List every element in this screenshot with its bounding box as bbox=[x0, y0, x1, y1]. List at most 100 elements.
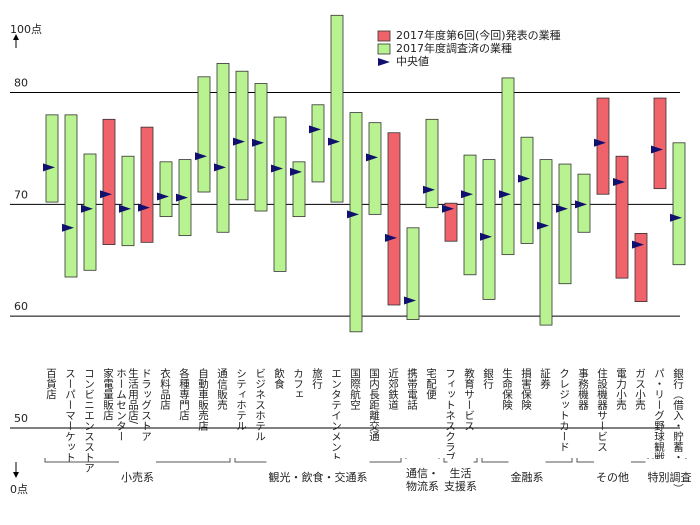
median-marker bbox=[442, 204, 454, 213]
range-bar bbox=[121, 155, 135, 247]
x-tick-label: 近郊鉄道 bbox=[387, 367, 399, 410]
x-tick-label: 生活用品店/ bbox=[127, 367, 139, 424]
range-bar bbox=[311, 104, 325, 183]
range-bar bbox=[406, 227, 420, 320]
legend-label: 中央値 bbox=[396, 55, 429, 68]
range-bar bbox=[349, 112, 363, 333]
range-bar bbox=[83, 153, 97, 271]
range-bar bbox=[672, 142, 686, 266]
range-bar bbox=[197, 76, 211, 193]
median-marker bbox=[43, 163, 55, 172]
median-marker bbox=[233, 137, 245, 146]
median-marker bbox=[62, 223, 74, 232]
x-tick-label: 国際航空 bbox=[349, 368, 361, 410]
group-label: 特別調査 bbox=[648, 470, 692, 484]
range-bar bbox=[482, 159, 496, 300]
median-marker bbox=[328, 137, 340, 146]
group-label: 物流系 bbox=[406, 479, 439, 493]
median-marker bbox=[480, 232, 492, 241]
median-marker bbox=[271, 164, 283, 173]
x-tick-label: 生命保険 bbox=[501, 367, 513, 411]
range-bar bbox=[634, 232, 648, 303]
x-tick-label: ホームセンター bbox=[115, 368, 127, 442]
x-tick-label: 国内長距離交通 bbox=[368, 368, 380, 442]
y-top-label: 100点 bbox=[10, 23, 42, 36]
range-bar bbox=[520, 136, 534, 244]
x-tick-label: 衣料品店 bbox=[159, 367, 171, 411]
range-bar bbox=[368, 122, 382, 215]
x-tick-label: 事務機器 bbox=[577, 367, 589, 411]
x-tick-label: ドラッグストア bbox=[140, 368, 152, 442]
range-bar bbox=[615, 155, 629, 279]
y-bottom-label: 0点 bbox=[10, 483, 28, 496]
legend-label: 2017年度第6回(今回)発表の業種 bbox=[396, 28, 561, 42]
x-tick-label: エンタテインメント bbox=[330, 368, 342, 463]
median-marker bbox=[309, 125, 321, 134]
axis-arrow-head bbox=[13, 472, 19, 478]
median-marker bbox=[404, 296, 416, 305]
median-marker bbox=[252, 138, 264, 147]
range-bar bbox=[102, 118, 116, 245]
x-tick-label: コンビニエンスストア bbox=[83, 368, 95, 473]
x-tick-label: カフェ bbox=[292, 368, 304, 400]
legend-swatch bbox=[377, 43, 391, 55]
median-marker bbox=[138, 203, 150, 212]
median-marker bbox=[119, 204, 131, 213]
y-tick-label: 80 bbox=[14, 76, 28, 89]
range-bar bbox=[501, 77, 515, 256]
group-label: 観光・飲食・交通系 bbox=[269, 470, 368, 484]
group-label-bg bbox=[508, 459, 546, 484]
range-bar bbox=[463, 154, 477, 276]
median-marker bbox=[423, 185, 435, 194]
group-label: 通信・ bbox=[406, 467, 439, 480]
group-label-bg bbox=[594, 459, 631, 484]
median-marker bbox=[81, 204, 93, 213]
x-tick-label: シティホテル bbox=[235, 368, 247, 431]
group-label-bg bbox=[119, 459, 156, 484]
x-tick-label: 証券 bbox=[539, 367, 551, 390]
median-marker bbox=[499, 190, 511, 199]
x-tick-label: 家電量販店 bbox=[102, 367, 114, 421]
x-tick-label: 旅行 bbox=[311, 367, 323, 390]
median-marker bbox=[100, 190, 112, 199]
median-marker bbox=[632, 240, 644, 249]
median-marker bbox=[537, 221, 549, 230]
range-bar bbox=[45, 114, 59, 203]
x-tick-label: ビジネスホテル bbox=[254, 368, 266, 442]
group-label-bg bbox=[266, 459, 370, 484]
legend-swatch bbox=[378, 58, 390, 66]
median-marker bbox=[594, 138, 606, 147]
range-bar bbox=[140, 126, 154, 243]
x-tick-label: 損害保険 bbox=[520, 367, 532, 411]
x-tick-label: スーパーマーケット bbox=[64, 368, 76, 463]
x-tick-label: 各種専門店 bbox=[178, 367, 190, 421]
group-label-bg bbox=[645, 459, 694, 484]
median-marker bbox=[575, 200, 587, 209]
legend-swatch bbox=[377, 30, 391, 42]
x-tick-label: クレジットカード bbox=[558, 368, 570, 452]
median-marker bbox=[195, 152, 207, 161]
y-tick-label: 50 bbox=[14, 412, 28, 425]
median-marker bbox=[176, 193, 188, 202]
range-bar bbox=[273, 116, 287, 272]
group-label-bg bbox=[404, 479, 441, 493]
x-tick-label: 電力小売 bbox=[615, 368, 627, 410]
legend-label: 2017年度調査済の業種 bbox=[396, 41, 512, 55]
range-bar bbox=[330, 14, 344, 203]
range-bar bbox=[254, 83, 268, 212]
axis-arrow-head bbox=[13, 34, 19, 40]
median-marker bbox=[670, 213, 682, 222]
median-marker bbox=[518, 174, 530, 183]
group-label-bg bbox=[404, 459, 441, 480]
x-tick-label: フィットネスクラブ bbox=[444, 368, 456, 463]
group-label: 生活 bbox=[450, 466, 472, 480]
group-label-bg bbox=[442, 479, 479, 493]
x-tick-label: ガス小売 bbox=[634, 368, 646, 410]
x-tick-label: 飲食 bbox=[273, 367, 285, 390]
x-tick-label: 通信販売 bbox=[216, 368, 228, 410]
x-tick-label: パ・リーグ野球観戦 bbox=[653, 368, 665, 463]
x-tick-label: 宅配便 bbox=[425, 367, 437, 400]
median-marker bbox=[366, 153, 378, 162]
group-label: 金融系 bbox=[511, 470, 544, 484]
group-label: 小売系 bbox=[121, 471, 154, 484]
